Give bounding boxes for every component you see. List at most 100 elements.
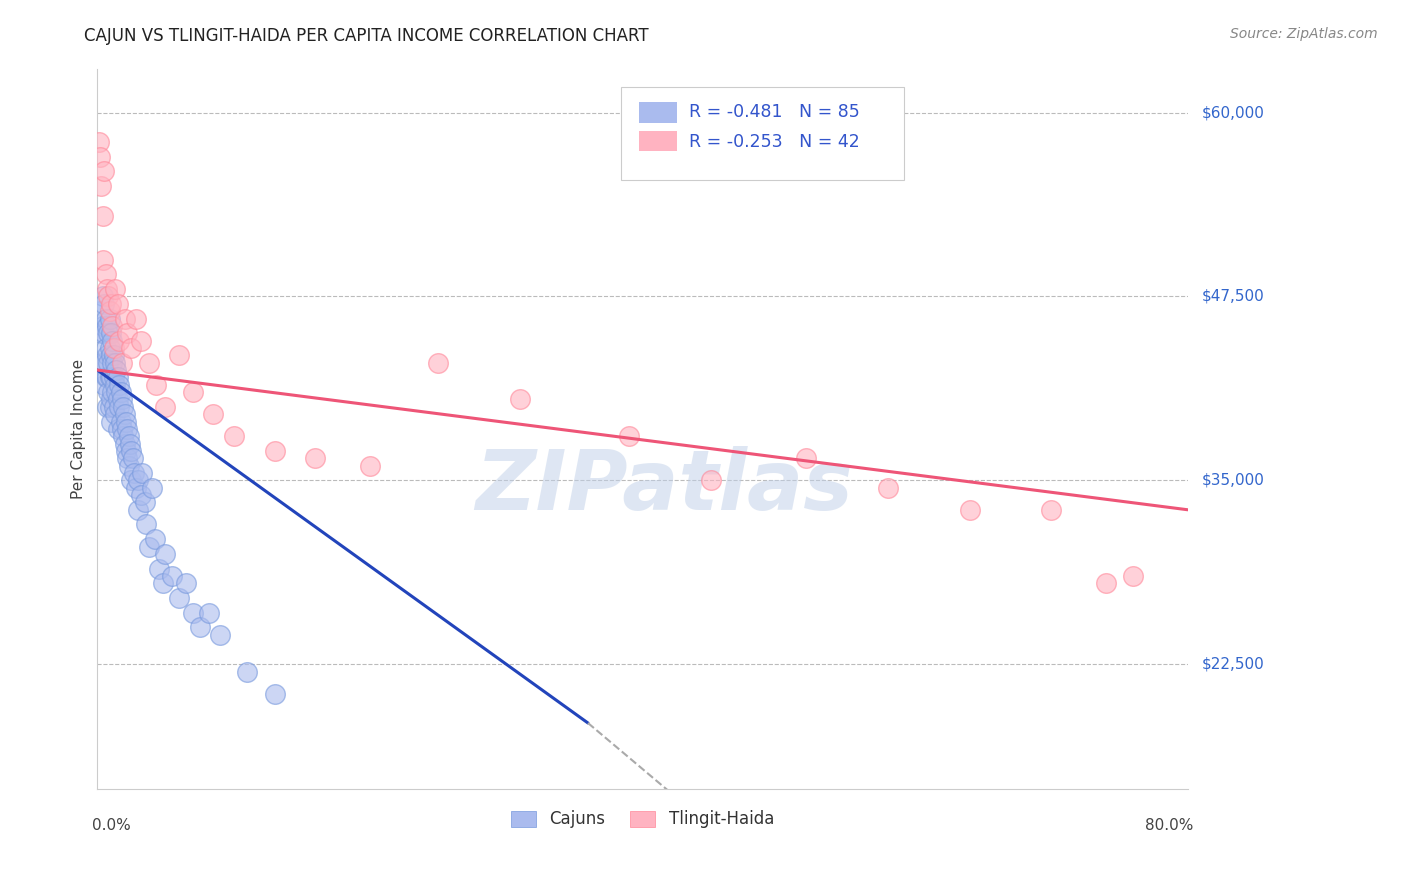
Point <box>131 466 153 480</box>
Point <box>141 481 163 495</box>
Point <box>122 466 145 480</box>
Bar <box>640 131 678 152</box>
Point <box>138 356 160 370</box>
Point <box>94 370 117 384</box>
Text: $22,500: $22,500 <box>1202 657 1264 672</box>
Text: $47,500: $47,500 <box>1202 289 1264 304</box>
Point <box>93 297 115 311</box>
Point <box>155 547 177 561</box>
Point <box>117 326 139 341</box>
Point <box>93 326 115 341</box>
Point <box>111 392 134 407</box>
Point <box>108 377 131 392</box>
Point <box>100 392 122 407</box>
Point <box>148 561 170 575</box>
Point <box>121 451 143 466</box>
Point <box>98 311 121 326</box>
Point <box>103 341 125 355</box>
Point <box>96 282 118 296</box>
Point <box>91 318 114 333</box>
Bar <box>640 103 678 122</box>
Point <box>103 348 125 362</box>
Point <box>145 377 167 392</box>
Point <box>124 481 146 495</box>
Point <box>117 451 139 466</box>
Point <box>174 576 197 591</box>
Point <box>98 304 121 318</box>
Point <box>699 474 721 488</box>
Point <box>162 569 184 583</box>
Point <box>124 311 146 326</box>
Point <box>100 348 122 362</box>
FancyBboxPatch shape <box>620 87 904 180</box>
Point <box>108 400 131 414</box>
Point <box>103 370 125 384</box>
Point <box>93 377 115 392</box>
Point <box>105 363 128 377</box>
Point <box>107 422 129 436</box>
Text: 80.0%: 80.0% <box>1144 818 1194 833</box>
Point <box>959 502 981 516</box>
Point <box>97 385 120 400</box>
Point <box>617 429 640 443</box>
Point <box>115 415 138 429</box>
Point <box>127 474 149 488</box>
Point <box>97 326 120 341</box>
Point <box>100 297 122 311</box>
Point <box>101 385 124 400</box>
Point <box>112 429 135 443</box>
Text: CAJUN VS TLINGIT-HAIDA PER CAPITA INCOME CORRELATION CHART: CAJUN VS TLINGIT-HAIDA PER CAPITA INCOME… <box>84 27 650 45</box>
Point <box>167 348 190 362</box>
Point <box>100 370 122 384</box>
Point <box>263 687 285 701</box>
Point <box>94 341 117 355</box>
Point <box>107 370 129 384</box>
Point <box>120 341 142 355</box>
Point <box>87 135 110 149</box>
Point <box>129 334 152 348</box>
Point <box>152 576 174 591</box>
Point <box>129 488 152 502</box>
Point <box>104 282 127 296</box>
Point <box>114 311 136 326</box>
Point <box>107 392 129 407</box>
Text: R = -0.253   N = 42: R = -0.253 N = 42 <box>689 133 860 151</box>
Point <box>1095 576 1118 591</box>
Point <box>96 348 118 362</box>
Point <box>89 150 111 164</box>
Point <box>876 481 898 495</box>
Point <box>93 164 115 178</box>
Point <box>100 415 122 429</box>
Point <box>94 311 117 326</box>
Point <box>110 415 132 429</box>
Point <box>359 458 381 473</box>
Point <box>112 400 135 414</box>
Point <box>91 289 114 303</box>
Y-axis label: Per Capita Income: Per Capita Income <box>72 359 86 499</box>
Point <box>91 209 114 223</box>
Point <box>101 356 124 370</box>
Point <box>98 370 121 384</box>
Point <box>117 422 139 436</box>
Point <box>111 422 134 436</box>
Point <box>97 289 120 303</box>
Point <box>115 444 138 458</box>
Point <box>155 400 177 414</box>
Text: Source: ZipAtlas.com: Source: ZipAtlas.com <box>1230 27 1378 41</box>
Point <box>98 400 121 414</box>
Point <box>198 606 221 620</box>
Text: 0.0%: 0.0% <box>91 818 131 833</box>
Point <box>97 356 120 370</box>
Point <box>93 356 115 370</box>
Point <box>103 400 125 414</box>
Point <box>105 385 128 400</box>
Text: $60,000: $60,000 <box>1202 105 1264 120</box>
Point <box>89 304 111 318</box>
Point <box>96 370 118 384</box>
Point <box>104 356 127 370</box>
Text: $35,000: $35,000 <box>1202 473 1264 488</box>
Point <box>263 444 285 458</box>
Point <box>120 444 142 458</box>
Point <box>96 318 118 333</box>
Point <box>181 606 204 620</box>
